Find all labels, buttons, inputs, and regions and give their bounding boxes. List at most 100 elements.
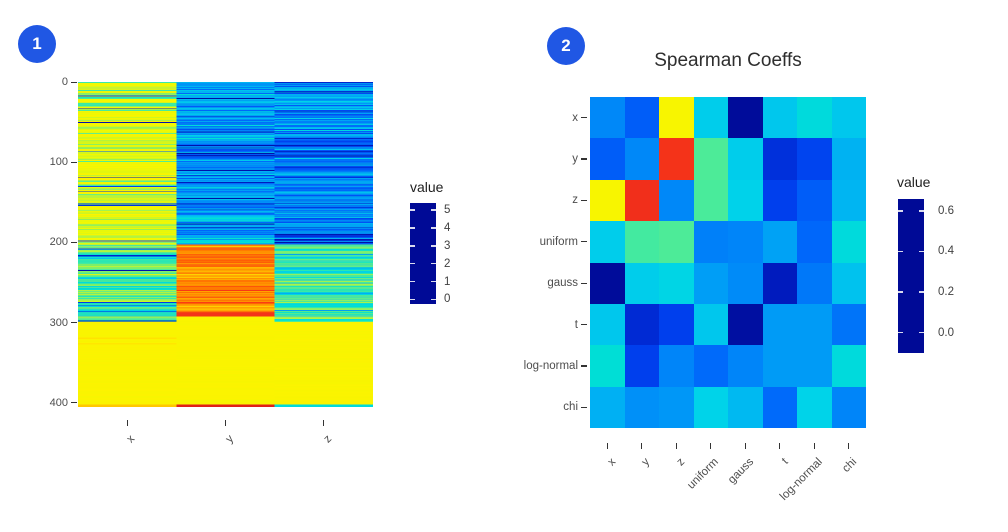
spearman-colorbar (898, 199, 924, 353)
correlation-cell (762, 179, 797, 222)
correlation-cell (762, 262, 797, 304)
heatmap1-legend-title: value (410, 179, 444, 195)
correlation-cell (728, 303, 763, 346)
colorbar-tick-mark (898, 210, 903, 212)
correlation-cell (728, 345, 763, 387)
correlation-cell (831, 221, 866, 263)
correlation-cell (762, 221, 797, 263)
correlation-cell (693, 345, 728, 387)
matrix-col-tick-mark (813, 443, 815, 449)
correlation-cell (590, 138, 625, 180)
correlation-cell (831, 179, 866, 222)
correlation-cell (624, 262, 659, 304)
correlation-cell (624, 345, 659, 387)
matrix-row-label: gauss (547, 277, 578, 290)
correlation-cell (659, 179, 694, 222)
correlation-cell (762, 138, 797, 180)
colorbar-tick-mark (431, 298, 436, 301)
matrix-row-tick-mark (581, 282, 587, 284)
correlation-cell (797, 179, 832, 222)
colorbar-tick-mark (919, 210, 924, 212)
matrix-row-label: log-normal (523, 359, 578, 372)
matrix-row-label: z (572, 194, 578, 207)
correlation-cell (590, 262, 625, 304)
correlation-cell (590, 97, 625, 139)
correlation-cell (624, 179, 659, 222)
correlation-cell (659, 221, 694, 263)
matrix-row-tick-mark (581, 158, 587, 160)
correlation-cell (728, 221, 763, 263)
y-axis-tick-mark (71, 241, 77, 244)
correlation-cell (590, 179, 625, 222)
matrix-row-label: uniform (539, 235, 578, 248)
correlation-cell (659, 97, 694, 139)
correlation-cell (831, 138, 866, 180)
stripe-heatmap-canvas (78, 82, 373, 407)
correlation-cell (693, 138, 728, 180)
correlation-cell (693, 97, 728, 139)
colorbar-tick-label: 0.2 (938, 286, 954, 299)
correlation-cell (831, 303, 866, 346)
colorbar-tick-mark (431, 245, 436, 247)
y-axis-tick-label: 200 (49, 236, 68, 249)
matrix-row-tick-mark (581, 323, 587, 326)
step-1-badge-number: 1 (32, 34, 42, 53)
y-axis-tick-label: 300 (49, 316, 68, 329)
y-axis-tick-mark (71, 321, 77, 324)
colorbar-tick-mark (431, 227, 436, 229)
colorbar-tick-mark (410, 262, 415, 265)
x-axis-label-box: z (206, 429, 335, 446)
heatmap1-colorbar (410, 203, 436, 304)
spearman-chart-title: Spearman Coeffs (654, 50, 802, 71)
colorbar-tick-label: 2 (444, 257, 451, 270)
colorbar-tick-label: 0 (444, 293, 451, 306)
correlation-cell (659, 303, 694, 346)
correlation-cell (762, 303, 797, 346)
colorbar-tick-label: 3 (444, 239, 451, 252)
colorbar-tick-mark (431, 262, 436, 265)
matrix-row-tick-mark (581, 241, 587, 243)
colorbar-tick-label: 0.0 (938, 326, 954, 339)
correlation-cell (624, 221, 659, 263)
correlation-cell (762, 386, 797, 428)
x-axis-tick-mark (224, 420, 227, 426)
correlation-cell (728, 262, 763, 304)
colorbar-tick-label: 0.4 (938, 245, 954, 258)
correlation-cell (797, 138, 832, 180)
correlation-cell (728, 179, 763, 222)
colorbar-tick-label: 1 (444, 275, 451, 288)
step-1-badge[interactable]: 1 (18, 25, 56, 63)
y-axis-tick-mark (71, 161, 77, 164)
matrix-col-label: chi (840, 456, 860, 475)
matrix-col-tick-mark (848, 443, 850, 449)
correlation-cell (624, 386, 659, 428)
correlation-cell (590, 221, 625, 263)
matrix-col-tick-mark (641, 443, 643, 449)
correlation-cell (624, 138, 659, 180)
colorbar-tick-mark (431, 209, 436, 211)
colorbar-tick-mark (410, 298, 415, 301)
x-axis-tick-mark (126, 420, 128, 426)
matrix-row-label: chi (563, 401, 578, 414)
correlation-cell (728, 138, 763, 180)
correlation-cell (590, 386, 625, 428)
correlation-cell (624, 97, 659, 139)
correlation-cell (590, 303, 625, 346)
correlation-cell (728, 386, 763, 428)
correlation-cell (797, 97, 832, 139)
step-2-badge[interactable]: 2 (547, 27, 585, 65)
matrix-row-tick-mark (581, 406, 587, 408)
colorbar-tick-mark (410, 227, 415, 229)
matrix-col-tick-mark (779, 443, 781, 449)
colorbar-tick-mark (410, 280, 415, 283)
correlation-cell (693, 386, 728, 428)
matrix-row-label: t (574, 318, 578, 331)
correlation-cell (797, 345, 832, 387)
correlation-cell (590, 345, 625, 387)
colorbar-tick-mark (898, 250, 903, 253)
correlation-cell (693, 179, 728, 222)
colorbar-tick-label: 0.6 (938, 204, 954, 217)
y-axis-tick-label: 400 (49, 396, 68, 409)
colorbar-tick-label: 5 (444, 204, 451, 217)
